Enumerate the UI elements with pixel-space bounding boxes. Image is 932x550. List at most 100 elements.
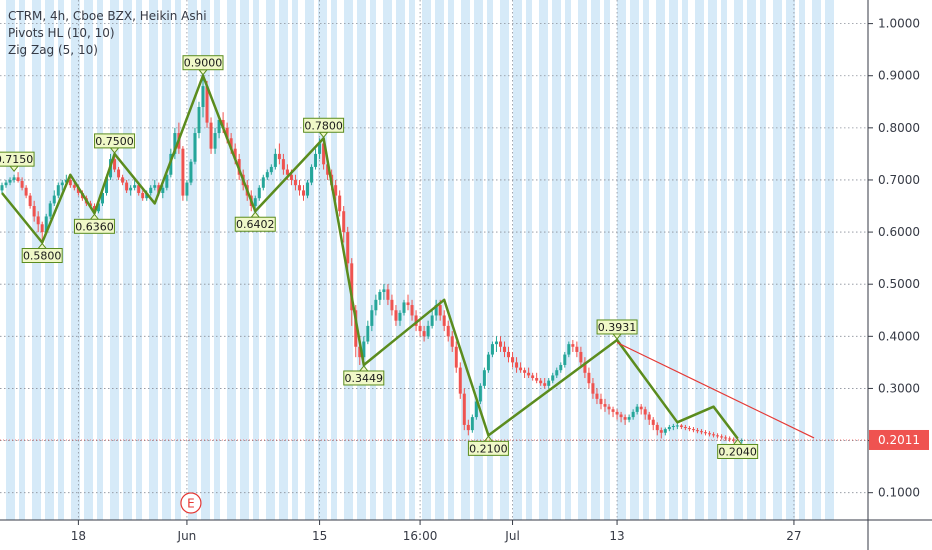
candle-body — [338, 195, 342, 212]
candle-body — [185, 182, 189, 196]
candle — [197, 101, 201, 139]
candle-body — [466, 424, 470, 431]
candle-body — [306, 182, 310, 196]
time-scale-bg — [0, 520, 932, 550]
candle-body — [32, 206, 36, 217]
price-tick-label: 0.3000 — [878, 381, 920, 395]
candle-body — [571, 344, 575, 347]
candle — [531, 372, 535, 381]
candle-body — [511, 357, 515, 363]
candle-body — [386, 289, 390, 300]
candle — [535, 372, 539, 384]
candle-body — [213, 133, 217, 149]
candle-body — [233, 148, 237, 160]
candle-body — [157, 185, 161, 193]
candle — [125, 179, 129, 193]
session-shade — [214, 0, 220, 520]
candle-body — [394, 310, 398, 321]
legend-zigzag[interactable]: Zig Zag (5, 10) — [8, 43, 98, 57]
legend-pivots[interactable]: Pivots HL (10, 10) — [8, 26, 115, 40]
pivot-label-text: 0.6402 — [236, 218, 275, 231]
candle-body — [631, 411, 635, 418]
candle-body — [515, 362, 519, 368]
candle — [402, 299, 406, 316]
trendline — [616, 342, 815, 439]
session-shade — [799, 0, 805, 520]
candle — [683, 424, 687, 431]
candle-body — [422, 331, 426, 337]
candle-body — [382, 289, 386, 293]
candle-body — [277, 153, 281, 160]
pivot-label-box — [21, 248, 63, 264]
candle — [651, 417, 655, 431]
last-price-text: 0.2011 — [878, 433, 920, 447]
session-shade — [812, 0, 821, 520]
legend-symbol[interactable]: CTRM, 4h, Cboe BZX, Heikin Ashi — [8, 9, 207, 23]
chart-legend: CTRM, 4h, Cboe BZX, Heikin Ashi Pivots H… — [8, 8, 207, 59]
candle-body — [478, 385, 482, 402]
markers: 0.2011 E — [0, 429, 929, 514]
candle — [414, 310, 418, 332]
candle-body — [4, 182, 8, 186]
candle-body — [720, 436, 724, 438]
candle-body — [346, 232, 350, 264]
candle-body — [378, 292, 382, 300]
candle — [643, 406, 647, 420]
pivot-label-box — [467, 440, 509, 456]
candle-body — [281, 159, 285, 170]
candle — [141, 190, 145, 201]
candle-body — [390, 299, 394, 311]
candle-body — [679, 425, 683, 428]
candle-body — [358, 346, 362, 358]
session-shade — [578, 0, 587, 520]
candle-body — [446, 325, 450, 337]
candle — [635, 404, 639, 415]
candle-body — [350, 263, 354, 311]
candle-body — [699, 431, 703, 433]
candle-body — [683, 427, 687, 429]
candle-body — [68, 179, 72, 186]
session-shade — [630, 0, 639, 520]
candles — [0, 75, 744, 444]
earnings-marker-icon[interactable] — [180, 492, 202, 514]
candle — [671, 423, 675, 431]
candle-body — [543, 383, 547, 386]
candle-body — [486, 354, 490, 371]
candle — [374, 294, 378, 316]
candle — [28, 192, 32, 209]
pivot-label-text: 0.7150 — [0, 153, 33, 166]
price-tick-label: 0.4000 — [878, 329, 920, 343]
session-shade — [461, 0, 470, 520]
candle-body — [205, 86, 209, 123]
session-shading — [6, 0, 834, 520]
candle — [675, 423, 679, 430]
candle-body — [643, 409, 647, 415]
candle — [462, 388, 466, 431]
candle-body — [603, 404, 607, 407]
candle — [281, 153, 285, 175]
session-shade — [318, 0, 327, 520]
candle-body — [149, 187, 153, 193]
candle-body — [716, 435, 720, 437]
time-tick-label: 16:00 — [403, 529, 438, 543]
candle-body — [12, 177, 16, 180]
candle-body — [366, 325, 370, 342]
last-price-badge — [869, 429, 929, 450]
candle — [482, 367, 486, 389]
price-scale-bg — [868, 0, 932, 550]
candle-body — [8, 179, 12, 183]
session-shade — [162, 0, 171, 520]
price-tick-label: 0.6000 — [878, 225, 920, 239]
candle-body — [418, 325, 422, 332]
candle-body — [322, 143, 326, 165]
candle-body — [0, 185, 4, 191]
candle-body — [217, 120, 221, 134]
session-shade — [708, 0, 717, 520]
session-shade — [591, 0, 600, 520]
candle-body — [426, 325, 430, 337]
candle — [193, 127, 197, 165]
candle-body — [503, 346, 506, 352]
price-tick-label: 0.5000 — [878, 277, 920, 291]
